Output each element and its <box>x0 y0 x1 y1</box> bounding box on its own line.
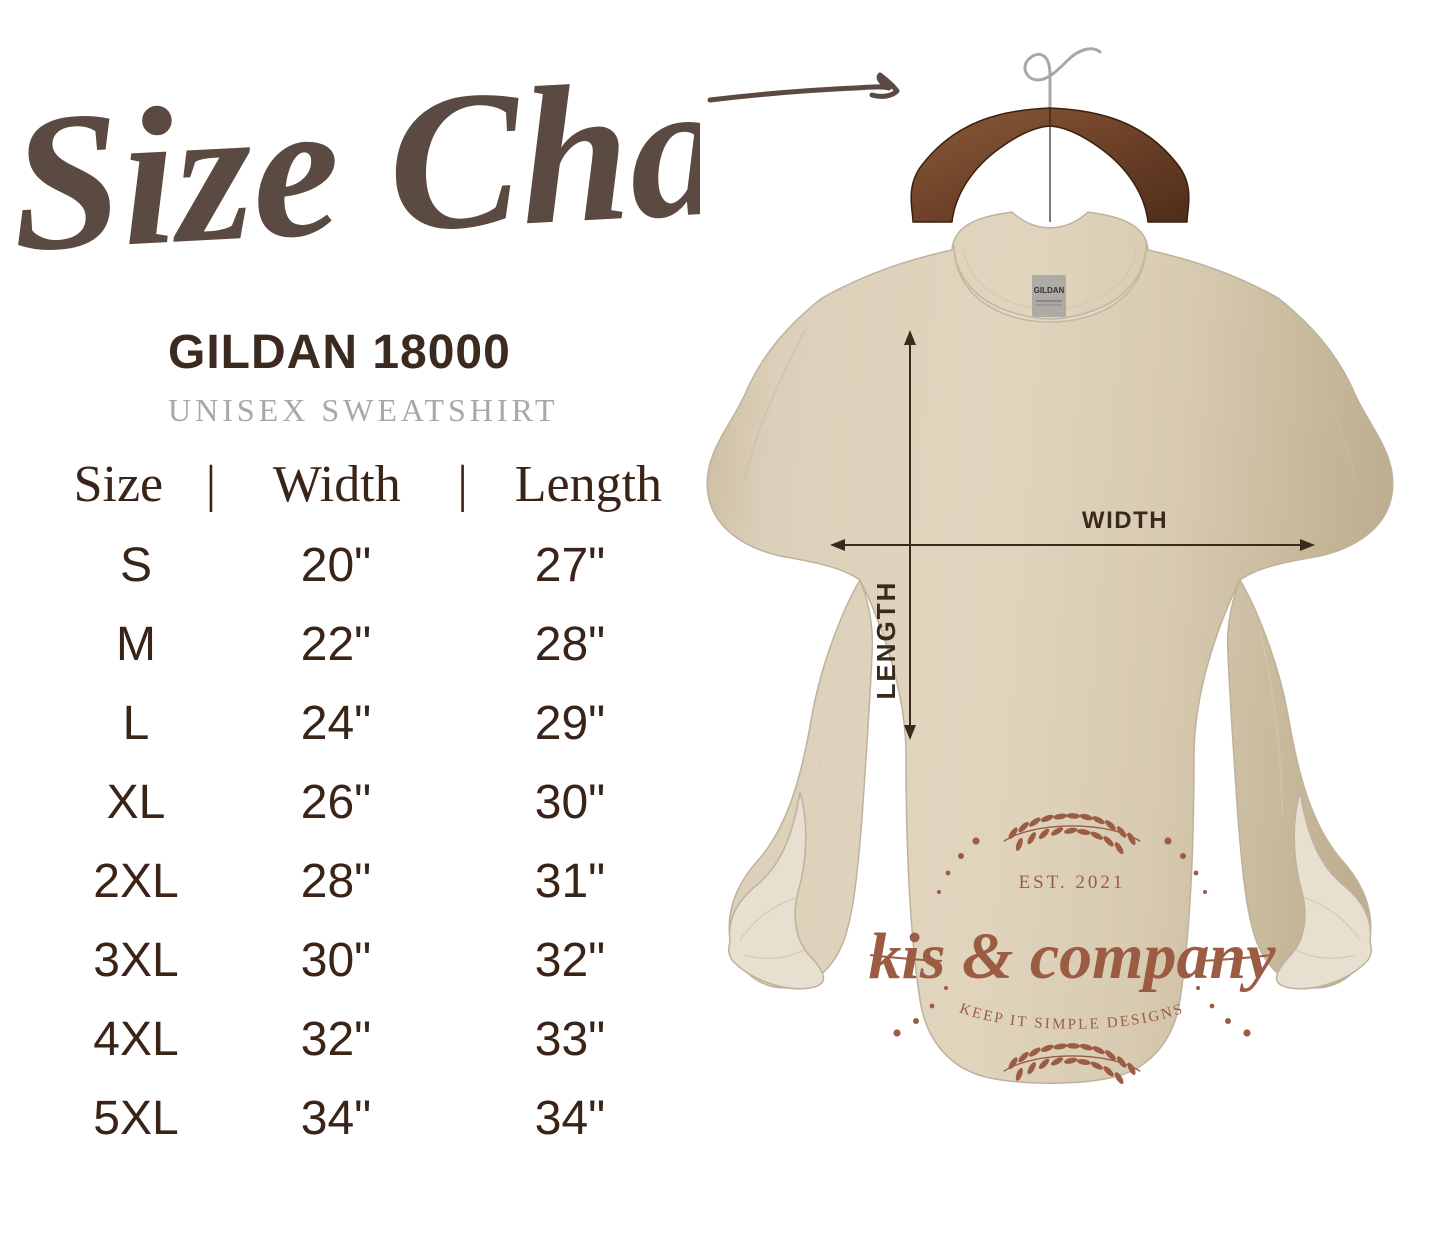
svg-text:EST. 2021: EST. 2021 <box>1019 872 1126 893</box>
svg-text:LENGTH: LENGTH <box>871 581 901 700</box>
svg-text:GILDAN: GILDAN <box>1034 286 1065 295</box>
svg-text:WIDTH: WIDTH <box>1082 507 1168 534</box>
svg-text:kis & company: kis & company <box>869 920 1277 993</box>
